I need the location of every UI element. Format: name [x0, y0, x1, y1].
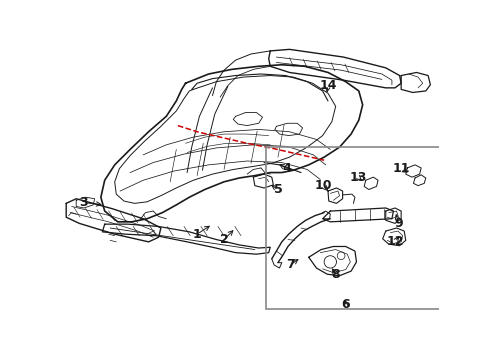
- Text: 3: 3: [80, 196, 88, 209]
- Text: 2: 2: [219, 233, 228, 246]
- Text: 12: 12: [386, 235, 403, 248]
- Text: 8: 8: [331, 268, 339, 281]
- Text: 9: 9: [394, 217, 402, 230]
- Text: 13: 13: [348, 171, 366, 184]
- Bar: [266, 147, 439, 309]
- Text: 4: 4: [282, 162, 291, 175]
- Text: 10: 10: [314, 179, 331, 192]
- Text: 1: 1: [192, 228, 201, 240]
- Text: 7: 7: [285, 258, 294, 271]
- Text: 14: 14: [319, 79, 336, 92]
- Text: 6: 6: [341, 298, 349, 311]
- Text: 11: 11: [391, 162, 409, 175]
- Text: 5: 5: [273, 183, 282, 196]
